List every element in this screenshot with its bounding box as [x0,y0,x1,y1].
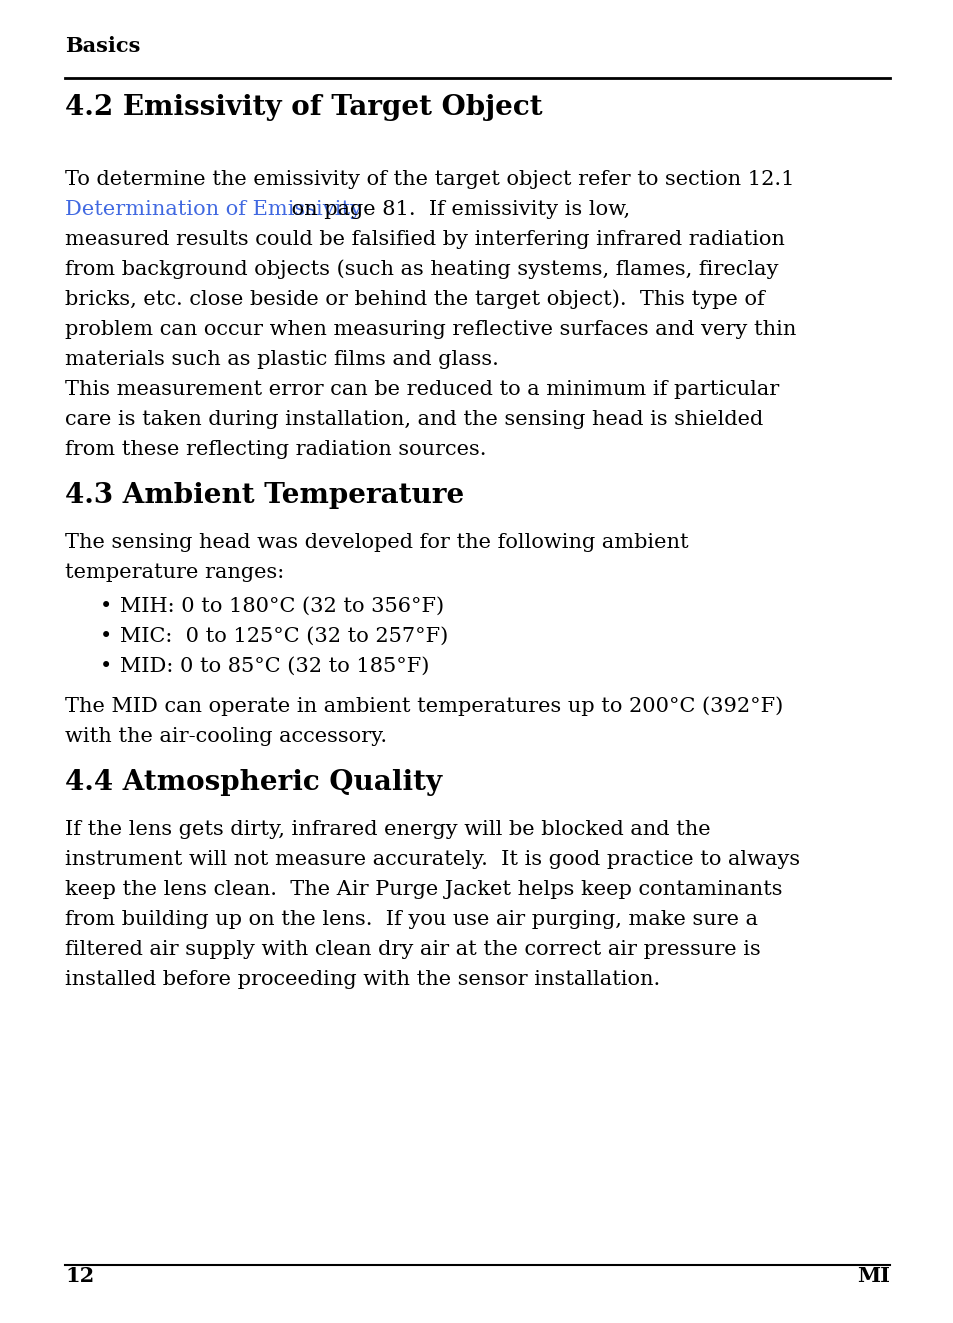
Text: MI: MI [856,1266,889,1286]
Text: materials such as plastic films and glass.: materials such as plastic films and glas… [65,351,498,369]
Text: problem can occur when measuring reflective surfaces and very thin: problem can occur when measuring reflect… [65,320,796,339]
Text: bricks, etc. close beside or behind the target object).  This type of: bricks, etc. close beside or behind the … [65,290,764,310]
Text: Determination of Emissivity: Determination of Emissivity [65,200,362,220]
Text: 4.4 Atmospheric Quality: 4.4 Atmospheric Quality [65,769,441,796]
Text: care is taken during installation, and the sensing head is shielded: care is taken during installation, and t… [65,410,762,429]
Text: filtered air supply with clean dry air at the correct air pressure is: filtered air supply with clean dry air a… [65,941,760,959]
Text: measured results could be falsified by interfering infrared radiation: measured results could be falsified by i… [65,230,784,249]
Text: •: • [100,627,112,646]
Text: MIH: 0 to 180°C (32 to 356°F): MIH: 0 to 180°C (32 to 356°F) [120,597,444,617]
Text: MID: 0 to 85°C (32 to 185°F): MID: 0 to 85°C (32 to 185°F) [120,658,429,676]
Text: keep the lens clean.  The Air Purge Jacket helps keep contaminants: keep the lens clean. The Air Purge Jacke… [65,880,781,900]
Text: with the air-cooling accessory.: with the air-cooling accessory. [65,728,387,746]
Text: To determine the emissivity of the target object refer to section 12.1: To determine the emissivity of the targe… [65,169,794,189]
Text: from background objects (such as heating systems, flames, fireclay: from background objects (such as heating… [65,259,778,279]
Text: This measurement error can be reduced to a minimum if particular: This measurement error can be reduced to… [65,380,779,400]
Text: temperature ranges:: temperature ranges: [65,564,284,582]
Text: 4.3 Ambient Temperature: 4.3 Ambient Temperature [65,482,464,509]
Text: The sensing head was developed for the following ambient: The sensing head was developed for the f… [65,533,688,552]
Text: MIC:  0 to 125°C (32 to 257°F): MIC: 0 to 125°C (32 to 257°F) [120,627,448,646]
Text: •: • [100,597,112,617]
Text: installed before proceeding with the sensor installation.: installed before proceeding with the sen… [65,970,659,990]
Text: The MID can operate in ambient temperatures up to 200°C (392°F): The MID can operate in ambient temperatu… [65,696,782,716]
Text: 4.2 Emissivity of Target Object: 4.2 Emissivity of Target Object [65,94,542,120]
Text: instrument will not measure accurately.  It is good practice to always: instrument will not measure accurately. … [65,849,800,869]
Text: Basics: Basics [65,36,140,56]
Text: 12: 12 [65,1266,94,1286]
Text: from these reflecting radiation sources.: from these reflecting radiation sources. [65,441,486,459]
Text: on page 81.  If emissivity is low,: on page 81. If emissivity is low, [285,200,630,220]
Text: •: • [100,658,112,676]
Text: If the lens gets dirty, infrared energy will be blocked and the: If the lens gets dirty, infrared energy … [65,820,710,839]
Text: from building up on the lens.  If you use air purging, make sure a: from building up on the lens. If you use… [65,910,758,929]
